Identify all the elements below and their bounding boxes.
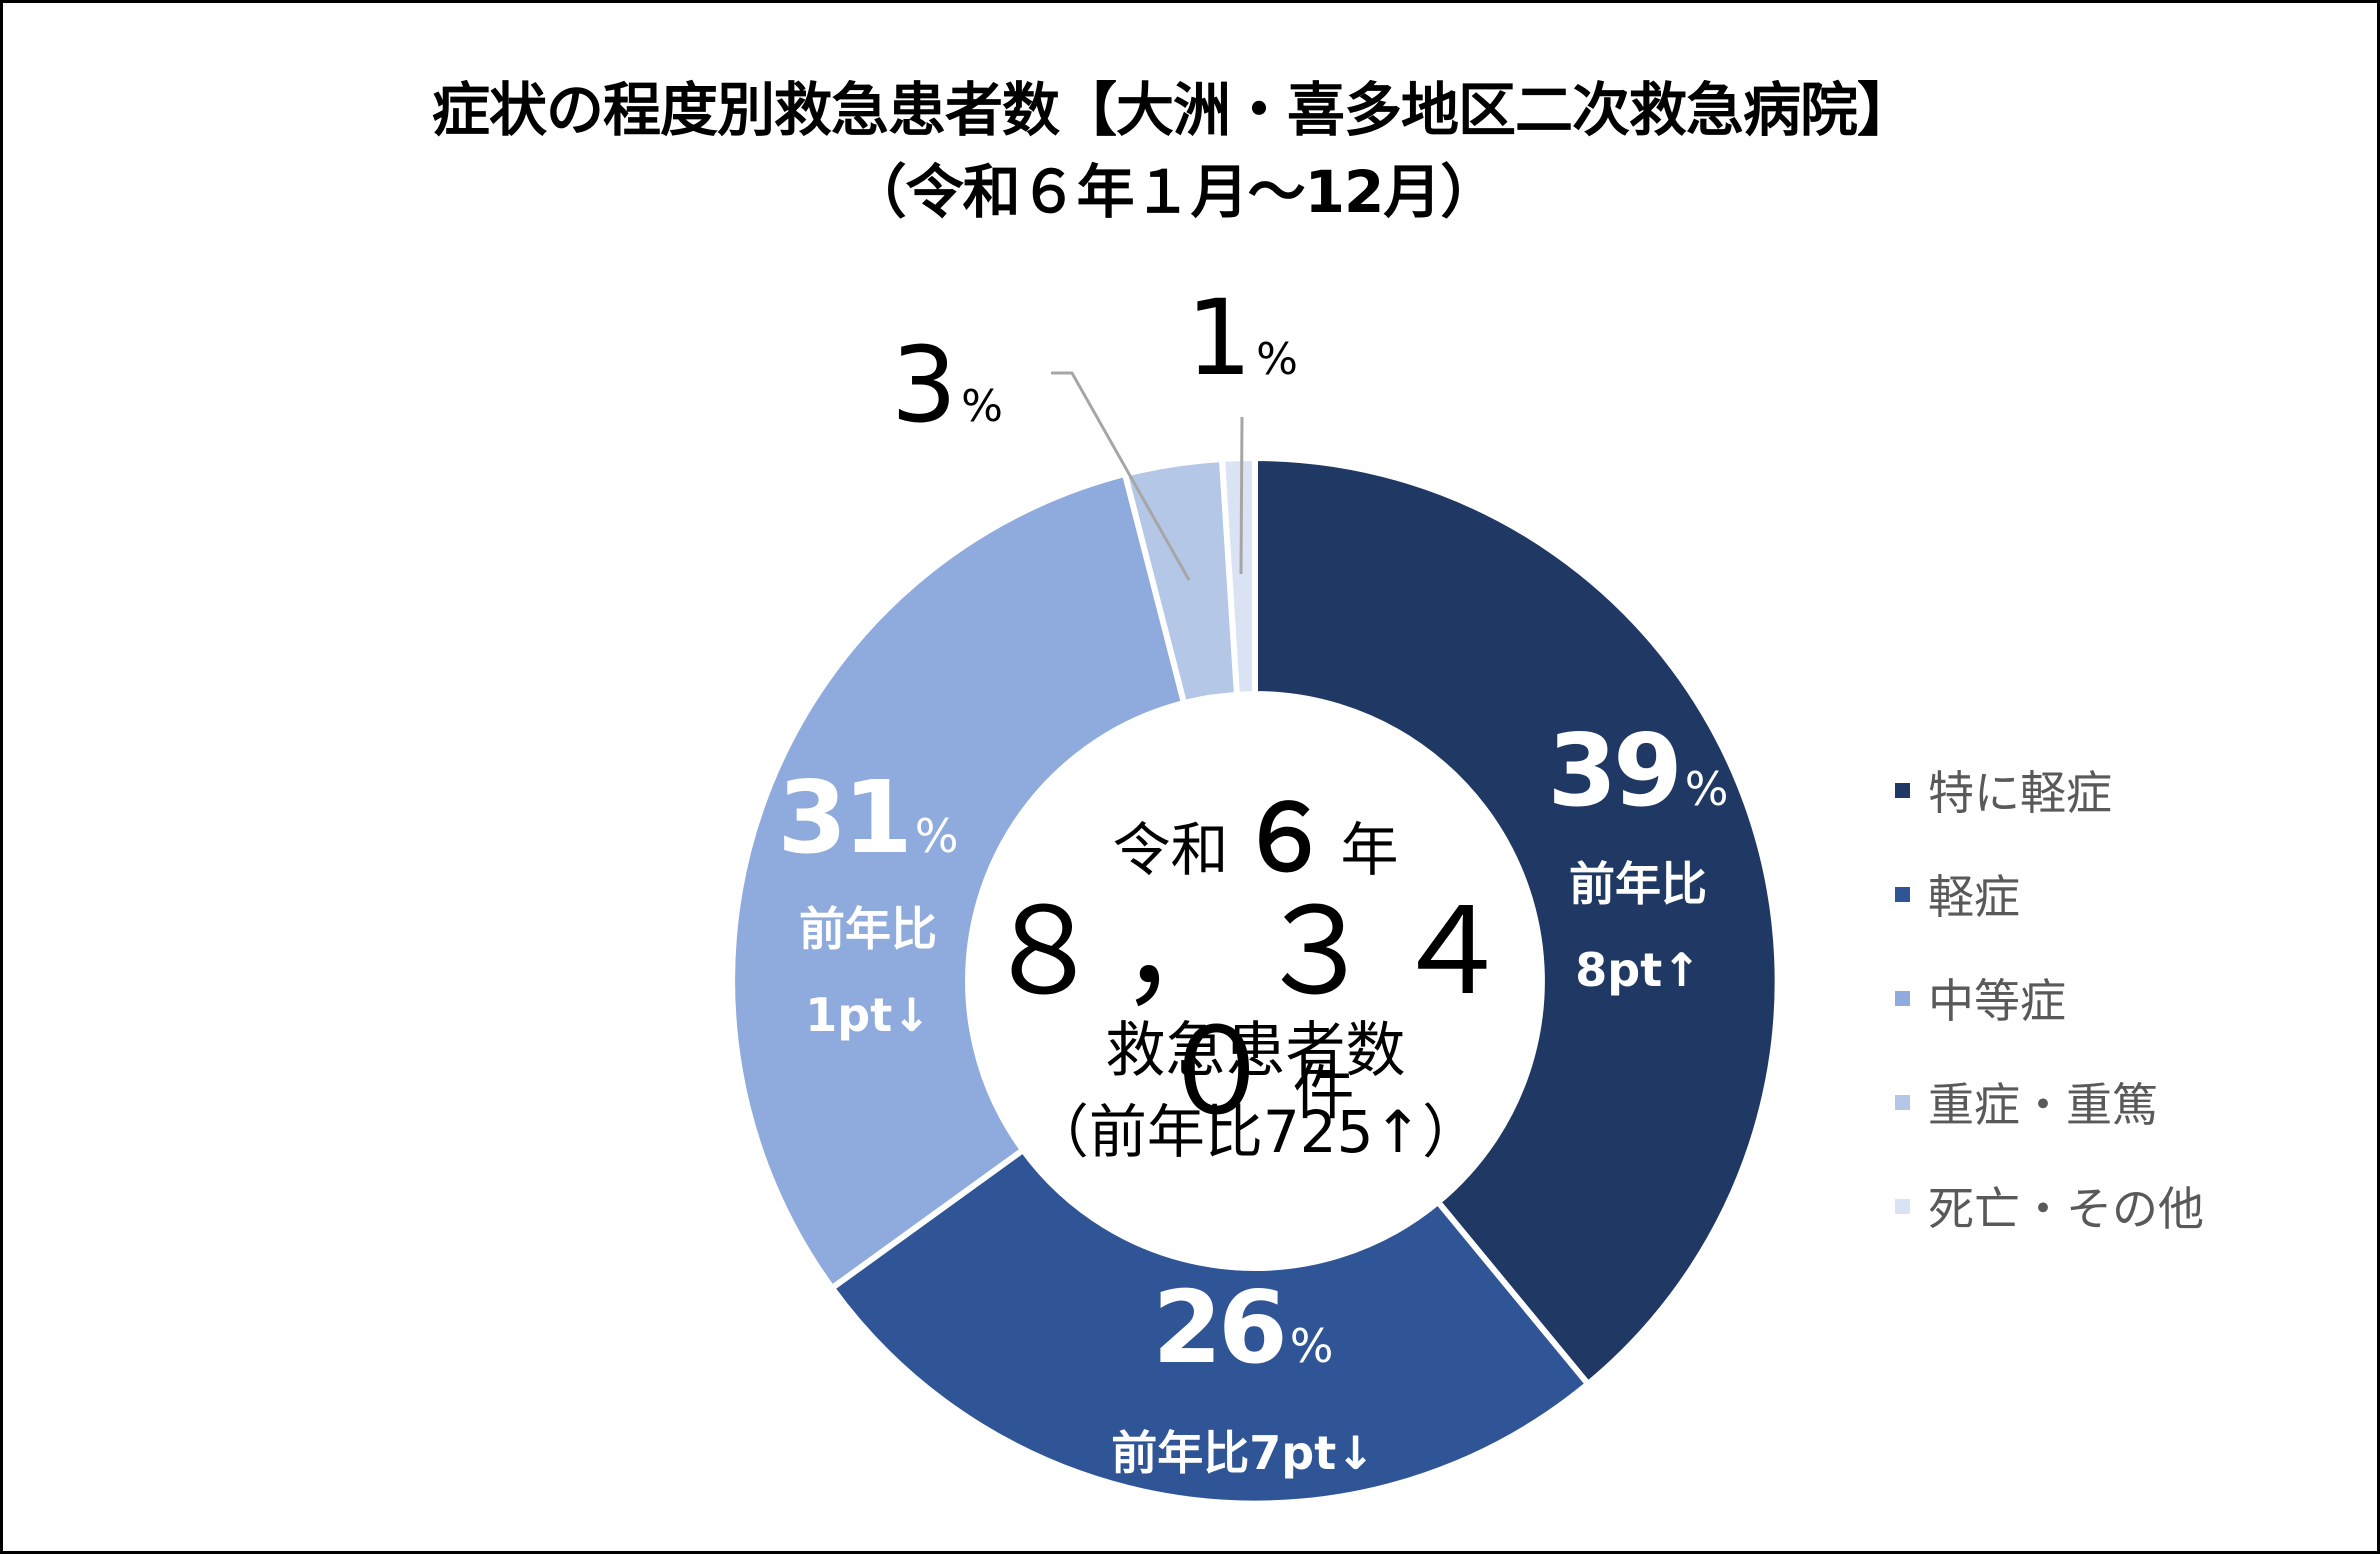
label-chuto-line1: 前年比	[799, 902, 937, 956]
label-chuto-line2: 1pt↓	[805, 988, 931, 1042]
center-total: ８，３４０件	[983, 893, 1528, 1133]
center-year: 令和 ６ 年	[983, 793, 1528, 885]
chart-title-line2: （令和６年１月～12月）	[848, 158, 1499, 226]
legend-swatch-icon	[1895, 1198, 1910, 1214]
label-keisho: 26% 前年比7pt↓	[1093, 1278, 1393, 1480]
label-chuto-pct-sign: %	[914, 809, 959, 863]
label-jusho-pct: 3	[891, 324, 958, 446]
label-jusho-pct-sign: %	[961, 381, 1003, 432]
slice-chuto[interactable]	[729, 470, 1188, 1293]
center-total-value: ８，３４０	[983, 883, 1528, 1142]
label-keisho-line1: 前年比7pt↓	[1111, 1426, 1375, 1480]
slice-shibo[interactable]	[1218, 454, 1258, 699]
legend-label: 軽症	[1928, 870, 2020, 924]
donut-chart	[729, 371, 1781, 1507]
legend-swatch-icon	[1895, 1094, 1910, 1110]
center-caption: 救急患者数	[1105, 1016, 1406, 1086]
legend-swatch-icon	[1895, 886, 1910, 902]
label-shibo-pct: 1	[1186, 277, 1253, 399]
center-total-unit: 件	[1292, 1055, 1355, 1128]
label-tokuni-pct-sign: %	[1684, 762, 1729, 816]
label-tokuni-pct: 39	[1547, 712, 1683, 829]
center-year-suffix: 年	[1340, 816, 1399, 884]
center-delta: （前年比725↑）	[1030, 1098, 1481, 1166]
label-tokuni-keisho: 39% 前年比 8pt↑	[1538, 721, 1738, 997]
legend-swatch-icon	[1895, 990, 1910, 1006]
legend-item-tokuni-keisho[interactable]: 特に軽症	[1895, 738, 2204, 842]
center-year-num: ６	[1238, 785, 1331, 892]
label-jusho: 3%	[891, 333, 1003, 437]
slice-keisho[interactable]	[827, 1145, 1593, 1507]
center-year-prefix: 令和	[1112, 816, 1229, 884]
legend-item-keisho[interactable]: 軽症	[1895, 842, 2204, 946]
chart-title-line1: 症状の程度別救急患者数【大洲・喜多地区二次救急病院】	[431, 76, 1915, 144]
label-shibo: 1%	[1186, 286, 1298, 390]
leader-line-shibo	[1239, 416, 1244, 575]
leader-line-jusho	[1051, 371, 1191, 581]
legend-item-chuto[interactable]: 中等症	[1895, 946, 2204, 1050]
legend-label: 中等症	[1928, 974, 2066, 1028]
legend-label: 重症・重篤	[1928, 1078, 2158, 1132]
legend-item-jusho[interactable]: 重症・重篤	[1895, 1050, 2204, 1154]
slice-tokuni-keisho[interactable]	[1252, 454, 1781, 1389]
legend: 特に軽症 軽症 中等症 重症・重篤 死亡・その他	[1895, 738, 2204, 1258]
label-shibo-pct-sign: %	[1256, 334, 1298, 385]
legend-label: 死亡・その他	[1928, 1182, 2204, 1236]
label-keisho-pct: 26	[1152, 1269, 1288, 1386]
legend-item-shibo[interactable]: 死亡・その他	[1895, 1154, 2204, 1258]
legend-label: 特に軽症	[1928, 766, 2112, 820]
label-tokuni-line2: 8pt↑	[1575, 943, 1701, 997]
legend-swatch-icon	[1895, 782, 1910, 798]
label-tokuni-line1: 前年比	[1569, 857, 1707, 911]
label-chuto: 31% 前年比 1pt↓	[768, 768, 968, 1042]
label-chuto-pct: 31	[777, 759, 913, 876]
label-keisho-pct-sign: %	[1289, 1319, 1334, 1373]
